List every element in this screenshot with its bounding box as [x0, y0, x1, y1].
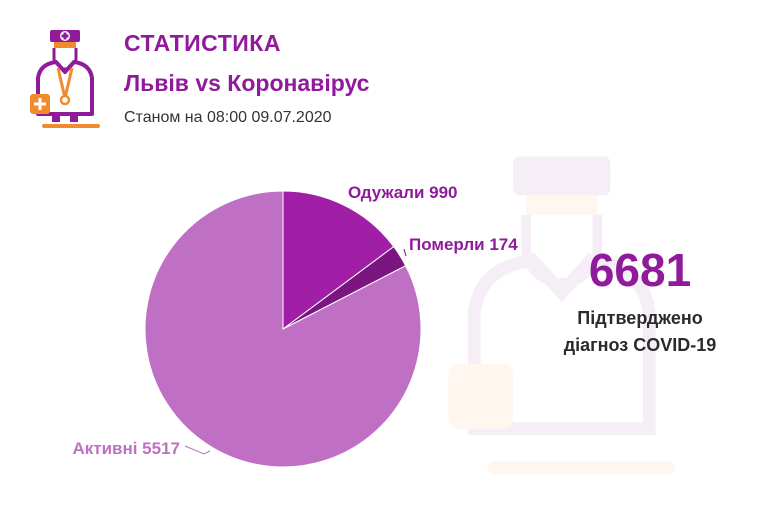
caption-line-1: Підтверджено	[577, 308, 703, 328]
pie-leader-line-3	[184, 445, 211, 455]
pie-slice-1	[282, 190, 395, 330]
pie-label-3: Активні 5517	[72, 439, 180, 458]
report-date: Станом на 08:00 09.07.2020	[124, 109, 332, 126]
caption-line-2: діагноз COVID-19	[563, 335, 717, 355]
total-confirmed-caption: Підтверджено діагноз COVID-19	[520, 305, 760, 359]
pie-label-2: Померли 174	[409, 235, 518, 254]
page-title: СТАТИСТИКА	[124, 30, 281, 56]
doctor-icon	[30, 30, 100, 128]
pie-slice-3	[144, 190, 422, 468]
pie-label-1: Одужали 990	[348, 183, 458, 202]
total-confirmed-number: 6681	[588, 244, 692, 296]
doctor-watermark-icon	[448, 156, 676, 475]
page-subtitle: Львів vs Коронавірус	[124, 70, 370, 96]
pie-leader-line-2	[403, 248, 407, 257]
